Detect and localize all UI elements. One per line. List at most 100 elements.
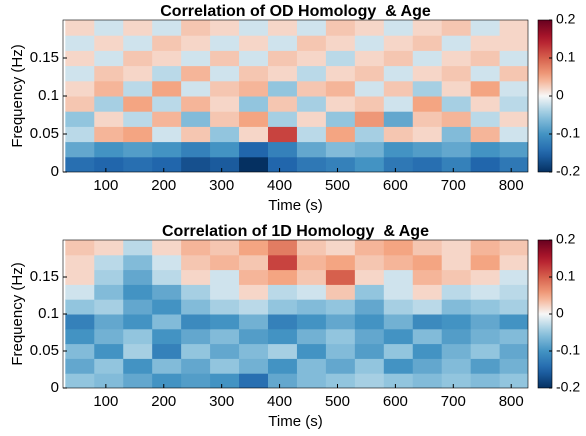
heatmap-cell	[441, 50, 472, 67]
heatmap-cell	[94, 35, 124, 51]
heatmap-cell	[441, 65, 472, 82]
colorbar-tick-label: -0.2	[556, 163, 580, 179]
heatmap-cell	[412, 141, 443, 158]
heatmap-cell	[181, 65, 211, 82]
heatmap-cell	[181, 314, 211, 330]
heatmap-cell	[412, 343, 443, 359]
heatmap-cell	[181, 269, 211, 285]
heatmap-cell	[412, 156, 443, 172]
heatmap-cell	[210, 358, 240, 374]
heatmap-cell	[152, 141, 182, 158]
heatmap-cell	[94, 314, 124, 330]
heatmap-cell	[470, 358, 501, 374]
heatmap-cell	[412, 328, 443, 345]
heatmap-cell	[239, 299, 269, 315]
heatmap-cell	[470, 314, 501, 330]
heatmap-cell	[267, 299, 298, 315]
heatmap-cell	[499, 80, 528, 97]
heatmap-cell	[470, 254, 501, 271]
heatmap-cell	[123, 358, 153, 374]
colorbar-tick-label: 0	[556, 305, 564, 321]
heatmap-cell	[499, 96, 528, 112]
heatmap-cell	[267, 269, 298, 285]
heatmap-cell	[210, 373, 240, 388]
heatmap-cell	[181, 343, 211, 359]
heatmap-cell	[441, 299, 472, 315]
heatmap-cell	[123, 156, 153, 172]
colorbar-tick-label: 0.2	[556, 231, 576, 247]
x-tick-label: 300	[209, 177, 234, 194]
heatmap-cell	[383, 96, 414, 112]
heatmap-cell	[152, 126, 182, 143]
heatmap-cell	[383, 314, 414, 330]
x-tick-label: 200	[151, 393, 176, 410]
heatmap-cell	[412, 284, 443, 300]
heatmap-cell	[354, 141, 385, 158]
heatmap-cell	[470, 240, 501, 256]
heatmap-cell	[65, 141, 95, 158]
heatmap-cell	[499, 141, 528, 158]
heatmap-cell	[499, 358, 528, 374]
heatmap-cell	[65, 299, 95, 315]
heatmap-cell	[239, 358, 269, 374]
heatmap-cell	[383, 299, 414, 315]
heatmap-cell	[412, 240, 443, 256]
x-axis-label: Time (s)	[268, 197, 322, 214]
heatmap-cell	[296, 328, 327, 345]
heatmap-cell	[65, 269, 95, 285]
heatmap-cell	[412, 65, 443, 82]
heatmap-cell	[65, 314, 95, 330]
heatmap-cell	[94, 284, 124, 300]
heatmap-cell	[383, 284, 414, 300]
heatmap-cell	[354, 111, 385, 127]
heatmap-cell	[267, 156, 298, 172]
heatmap-cell	[65, 96, 95, 112]
heatmap-cell	[383, 240, 414, 256]
heatmap-cell	[499, 50, 528, 67]
heatmap-cell	[499, 240, 528, 256]
y-axis-label: Frequency (Hz)	[9, 44, 26, 147]
heatmap-cell	[210, 299, 240, 315]
heatmap-cell	[383, 65, 414, 82]
x-axis-label: Time (s)	[268, 413, 322, 430]
heatmap-cell	[499, 111, 528, 127]
heatmap-cell	[267, 35, 298, 51]
heatmap-cell	[123, 20, 153, 36]
heatmap-cell	[354, 254, 385, 271]
y-tick-label: 0.15	[30, 268, 59, 285]
heatmap-cell	[325, 254, 356, 271]
heatmap-cell	[354, 80, 385, 97]
heatmap-cell	[181, 299, 211, 315]
heatmap-cell	[152, 328, 182, 345]
heatmap-cell	[65, 358, 95, 374]
heatmap-cell	[325, 373, 356, 388]
heatmap-cell	[123, 111, 153, 127]
heatmap-cell	[152, 240, 182, 256]
heatmap-cell	[383, 269, 414, 285]
heatmap-cell	[470, 269, 501, 285]
heatmap-cell	[499, 314, 528, 330]
heatmap-cell	[123, 35, 153, 51]
heatmap-cell	[123, 373, 153, 388]
heatmap-cell	[181, 20, 211, 36]
heatmap-cell	[325, 111, 356, 127]
heatmap-cell	[65, 111, 95, 127]
heatmap-cell	[152, 20, 182, 36]
heatmap-cell	[383, 111, 414, 127]
heatmap-cell	[441, 314, 472, 330]
heatmap-cell	[239, 156, 269, 172]
heatmap-cell	[354, 156, 385, 172]
heatmap-cell	[123, 299, 153, 315]
heatmap-cell	[239, 96, 269, 112]
heatmap-cell	[181, 254, 211, 271]
heatmap-cell	[412, 269, 443, 285]
heatmap-cell	[210, 314, 240, 330]
x-tick-label: 500	[325, 177, 350, 194]
heatmap-cell	[412, 358, 443, 374]
heatmap-cell	[267, 373, 298, 388]
heatmap-cell	[152, 284, 182, 300]
heatmap-cell	[123, 240, 153, 256]
heatmap-cell	[123, 96, 153, 112]
heatmap-cell	[441, 80, 472, 97]
